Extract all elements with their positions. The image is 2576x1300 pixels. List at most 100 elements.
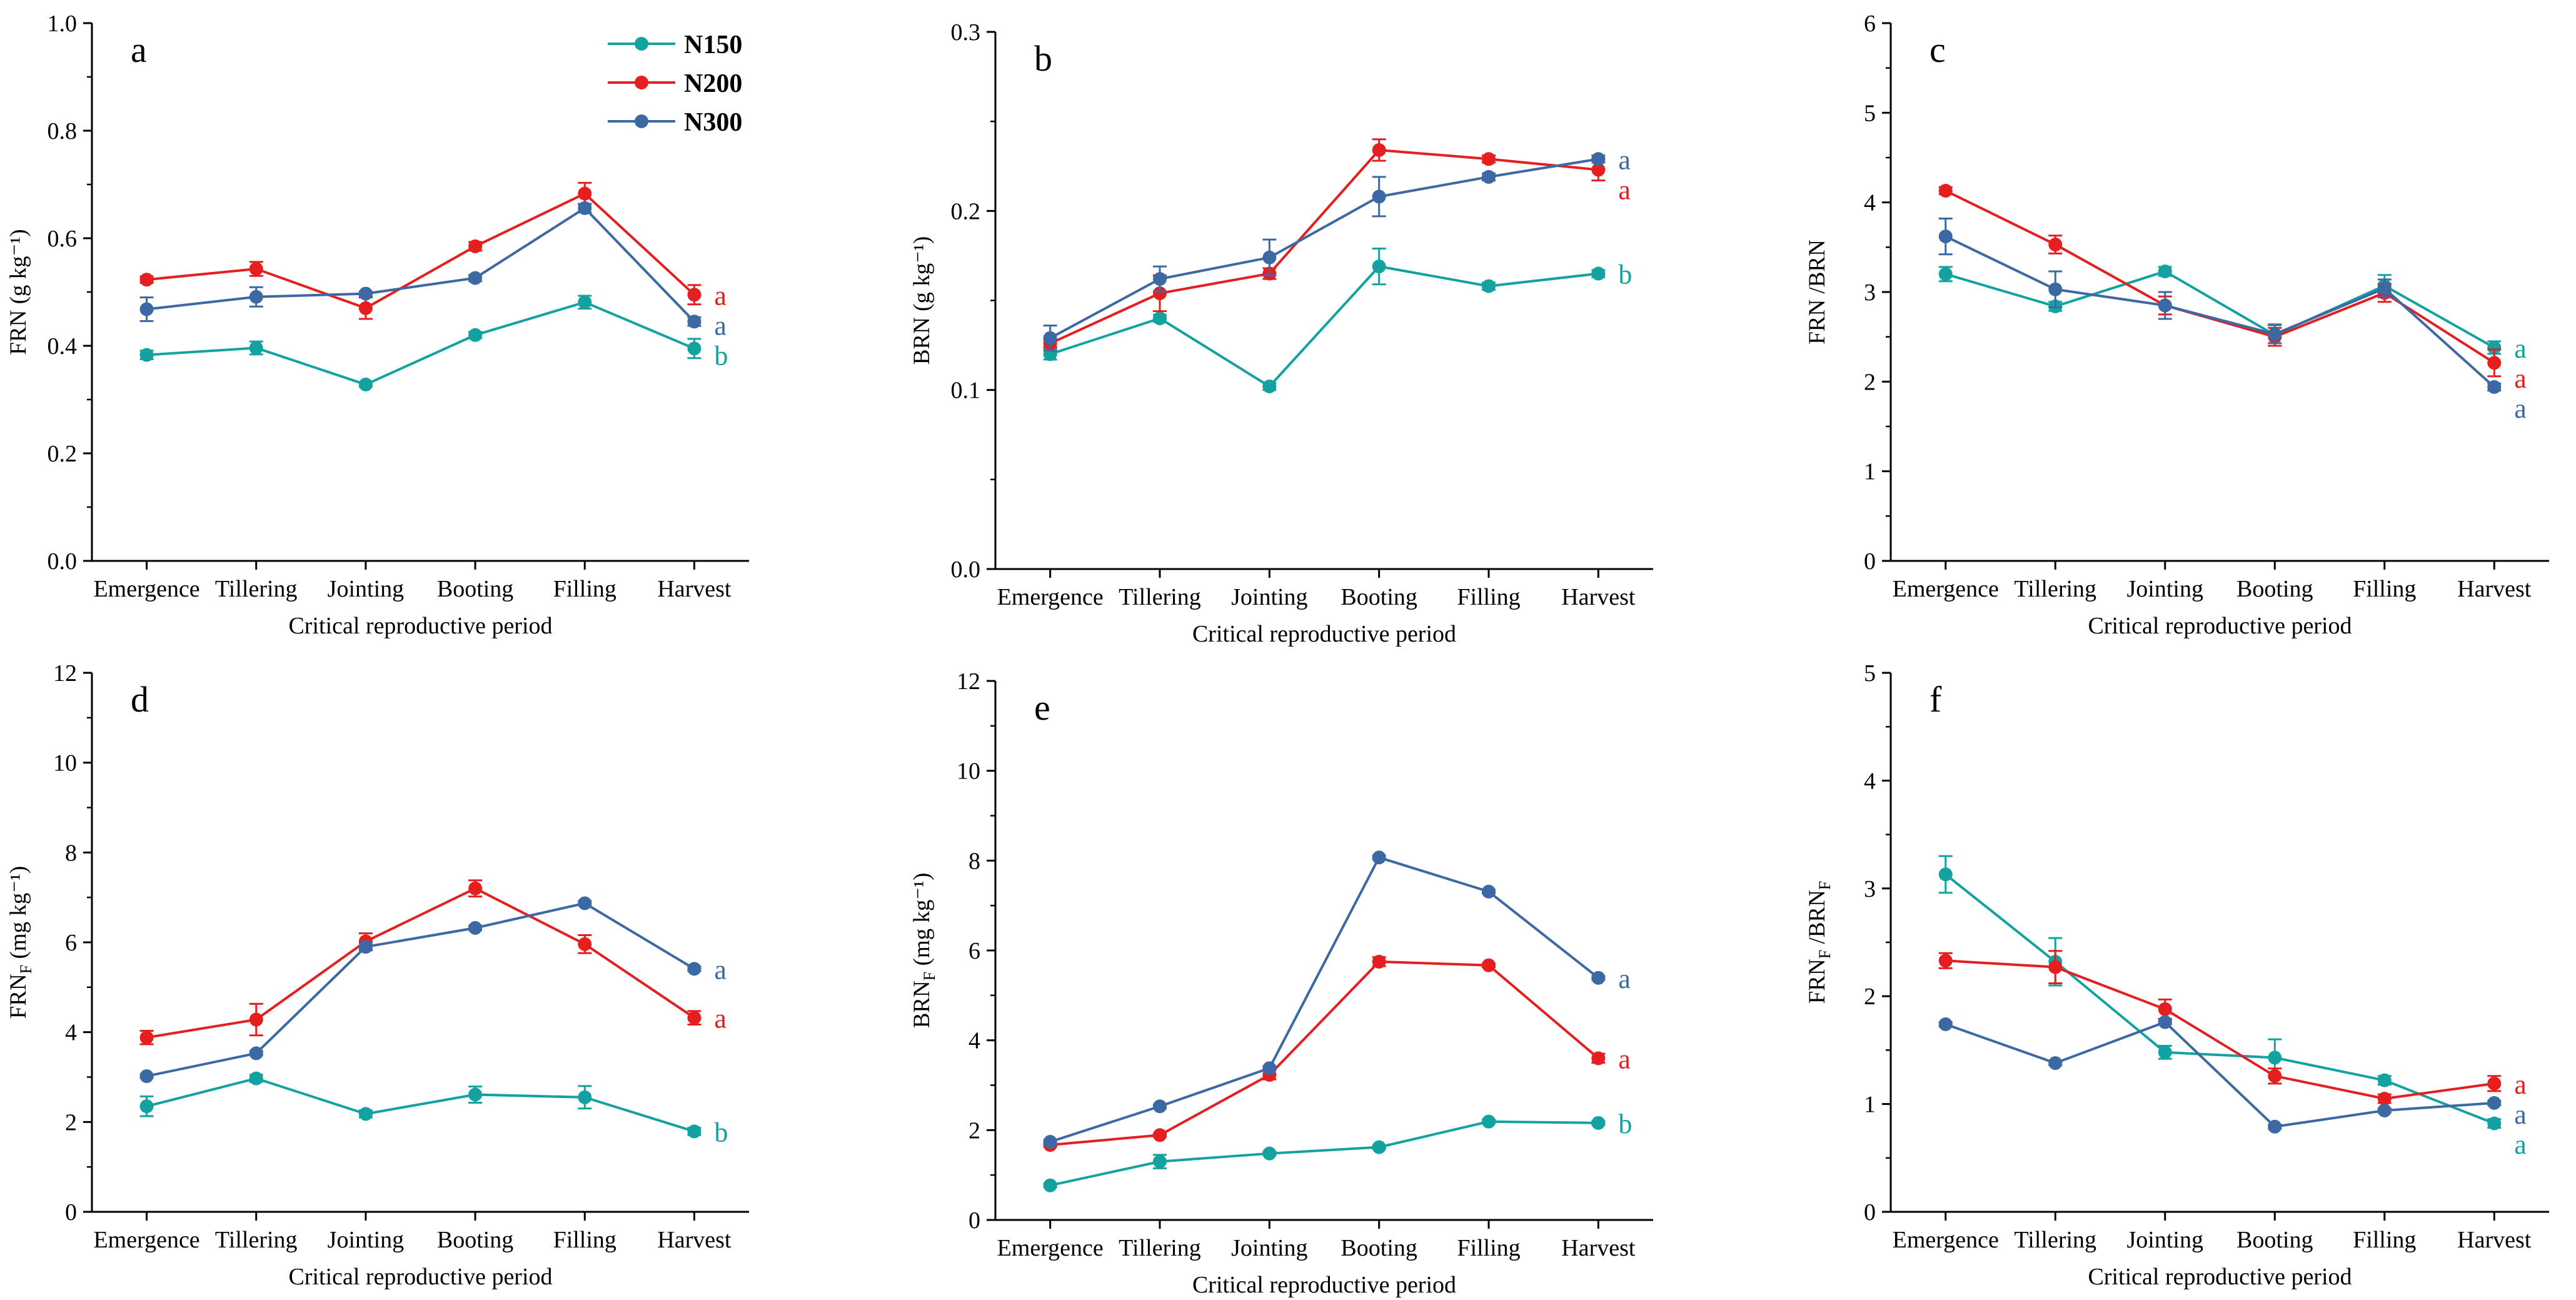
legend-label: N200 xyxy=(684,69,742,98)
y-tick-label: 0 xyxy=(1864,1199,1876,1226)
data-point xyxy=(2268,327,2282,341)
series-line xyxy=(1050,855,1599,1143)
data-point xyxy=(2158,298,2172,313)
y-tick-label: 3 xyxy=(1864,876,1876,902)
data-point xyxy=(2158,265,2172,279)
significance-letter: a xyxy=(2514,393,2527,424)
x-tick-label: Emergence xyxy=(997,584,1104,610)
data-point xyxy=(2048,282,2063,296)
x-tick-label: Emergence xyxy=(1893,1227,1999,1253)
data-point xyxy=(1262,1061,1277,1076)
series-line xyxy=(1050,960,1599,1147)
x-tick-label: Booting xyxy=(1341,1235,1417,1261)
data-point xyxy=(1153,272,1167,286)
data-point xyxy=(1153,1128,1167,1142)
data-point xyxy=(1938,867,1953,882)
data-point xyxy=(1043,331,1057,345)
data-point xyxy=(1372,1140,1386,1154)
series-line xyxy=(146,206,695,323)
data-point xyxy=(2048,238,2063,252)
x-tick-label: Filling xyxy=(553,576,616,602)
data-point xyxy=(468,1087,483,1102)
panel-letter: d xyxy=(131,679,149,720)
series-line xyxy=(146,902,695,1078)
panel-letter: e xyxy=(1034,687,1050,728)
data-point xyxy=(1591,163,1606,177)
x-tick-label: Emergence xyxy=(1893,576,1999,602)
data-point xyxy=(358,377,373,391)
data-point xyxy=(1262,1146,1277,1161)
legend: N150 N200 N300 xyxy=(608,31,742,137)
data-point xyxy=(1372,954,1386,969)
series-n300 xyxy=(1043,850,1606,1149)
data-point xyxy=(1938,229,1953,244)
panel-a: 0.0 0.2 0.4 0.6 0.8 1.0 Emergence Tillering Join… xyxy=(6,11,749,639)
data-point xyxy=(2487,1116,2502,1131)
series-n200 xyxy=(1938,950,2502,1106)
data-point xyxy=(2487,380,2502,394)
series-n300 xyxy=(139,201,702,329)
data-point xyxy=(1591,266,1606,281)
x-tick-label: Booting xyxy=(437,576,513,602)
data-point xyxy=(2377,1091,2392,1106)
y-axis-title: BRNF (mg kg⁻¹) xyxy=(909,873,938,1029)
data-point xyxy=(578,937,592,951)
data-point xyxy=(1372,189,1386,204)
series-n150 xyxy=(139,295,702,391)
y-tick-label: 0 xyxy=(1864,548,1876,575)
data-point xyxy=(2268,1119,2282,1134)
series-n150 xyxy=(1938,855,2502,1131)
y-axis-title: FRNF (mg kg⁻¹) xyxy=(6,866,35,1019)
y-tick-label: 4 xyxy=(65,1020,77,1046)
data-point xyxy=(1153,311,1167,326)
panel-letter: c xyxy=(1929,29,1946,70)
legend-label: N150 xyxy=(684,31,742,59)
series-n150 xyxy=(1043,1114,1606,1192)
x-tick-label: Filling xyxy=(1457,584,1520,610)
data-point xyxy=(2487,1096,2502,1110)
x-tick-label: Harvest xyxy=(657,1227,732,1253)
significance-letter: b xyxy=(1618,1109,1632,1139)
data-point xyxy=(2268,1069,2282,1083)
x-tick-label: Emergence xyxy=(93,576,199,602)
series-line xyxy=(1945,873,2495,1125)
x-tick-label: Emergence xyxy=(997,1235,1104,1261)
panel-e: 0 2 4 6 8 10 12 Emergence Tillering Jointing Booti… xyxy=(909,668,1653,1298)
significance-letter: a xyxy=(2514,333,2527,364)
data-point xyxy=(687,962,702,976)
panel-c: 0 1 2 3 4 5 6 Emergence Tillering Jointing Booting… xyxy=(1804,11,2549,639)
y-tick-label: 6 xyxy=(65,930,77,956)
x-tick-label: Booting xyxy=(2236,1227,2313,1253)
x-tick-label: Jointing xyxy=(2127,1227,2203,1253)
x-tick-label: Emergence xyxy=(93,1227,199,1253)
data-point xyxy=(1938,267,1953,281)
legend-item-n150: N150 xyxy=(608,31,742,59)
series-line xyxy=(146,887,695,1039)
y-tick-label: 0.8 xyxy=(48,118,78,144)
data-point xyxy=(249,290,263,304)
data-point xyxy=(2158,1045,2172,1059)
significance-letter: a xyxy=(714,310,727,341)
series-n150 xyxy=(139,1071,702,1139)
y-tick-label: 1 xyxy=(1864,459,1876,485)
x-tick-label: Tillering xyxy=(2014,1227,2096,1253)
data-point xyxy=(2158,1002,2172,1016)
y-axis-title: FRN /BRN xyxy=(1804,239,1830,345)
legend-marker xyxy=(635,37,648,51)
y-tick-label: 0.1 xyxy=(951,378,981,404)
significance-letter: a xyxy=(714,954,727,985)
data-point xyxy=(2048,1056,2063,1071)
y-tick-label: 5 xyxy=(1864,660,1876,687)
data-point xyxy=(687,315,702,329)
data-point xyxy=(139,1030,154,1045)
data-point xyxy=(2377,281,2392,296)
y-tick-label: 0.6 xyxy=(48,226,78,252)
data-point xyxy=(2487,356,2502,370)
panel-b: 0.0 0.1 0.2 0.3 Emergence Tillering Jointing Bo… xyxy=(909,19,1653,647)
data-point xyxy=(2158,1015,2172,1029)
series-line xyxy=(146,192,695,310)
series-n200 xyxy=(139,879,702,1046)
data-point xyxy=(578,186,592,201)
data-point xyxy=(1372,259,1386,274)
series-n150 xyxy=(1043,247,1606,393)
